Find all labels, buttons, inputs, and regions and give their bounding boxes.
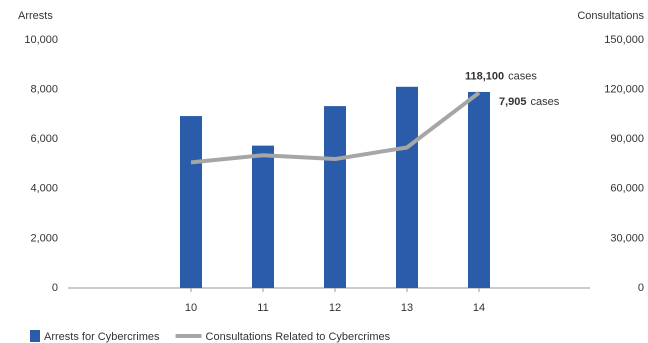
x-tick-label: 12 xyxy=(329,302,341,314)
y-tick-label: 0 xyxy=(52,282,58,294)
value-label: 7,905 cases xyxy=(499,96,560,108)
value-label-number: 7,905 xyxy=(499,96,527,108)
bar xyxy=(396,86,418,288)
y-axis-title: Arrests xyxy=(18,10,53,22)
line xyxy=(190,91,481,165)
legend-label: Consultations Related to Cybercrimes xyxy=(206,331,391,343)
legend-swatch xyxy=(30,330,40,342)
y-tick-label: 8,000 xyxy=(30,84,58,96)
value-label-unit: cases xyxy=(531,96,560,108)
y2-tick-label: 150,000 xyxy=(604,34,644,46)
y2-tick-label: 30,000 xyxy=(610,232,644,244)
x-tick-label: 10 xyxy=(185,302,197,314)
x-tick-label: 13 xyxy=(401,302,413,314)
x-tick-label: 11 xyxy=(257,302,268,314)
x-tick-label: 14 xyxy=(473,302,485,314)
bar xyxy=(252,145,274,288)
y-tick-label: 10,000 xyxy=(24,34,58,46)
legend-label: Arrests for Cybercrimes xyxy=(44,331,160,343)
y2-axis-title: Consultations xyxy=(577,10,644,22)
y2-tick-label: 90,000 xyxy=(610,133,644,145)
y2-tick-label: 0 xyxy=(638,282,644,294)
y2-tick-label: 60,000 xyxy=(610,183,644,195)
bar xyxy=(180,116,202,288)
value-label-unit: cases xyxy=(508,71,537,83)
bar xyxy=(468,91,490,289)
value-label: 118,100 cases xyxy=(465,71,537,83)
y-tick-label: 4,000 xyxy=(30,183,58,195)
value-label-number: 118,100 xyxy=(465,71,504,83)
y-tick-label: 6,000 xyxy=(30,133,58,145)
y-tick-label: 2,000 xyxy=(30,232,58,244)
y2-tick-label: 120,000 xyxy=(604,84,644,96)
bar xyxy=(324,106,346,289)
